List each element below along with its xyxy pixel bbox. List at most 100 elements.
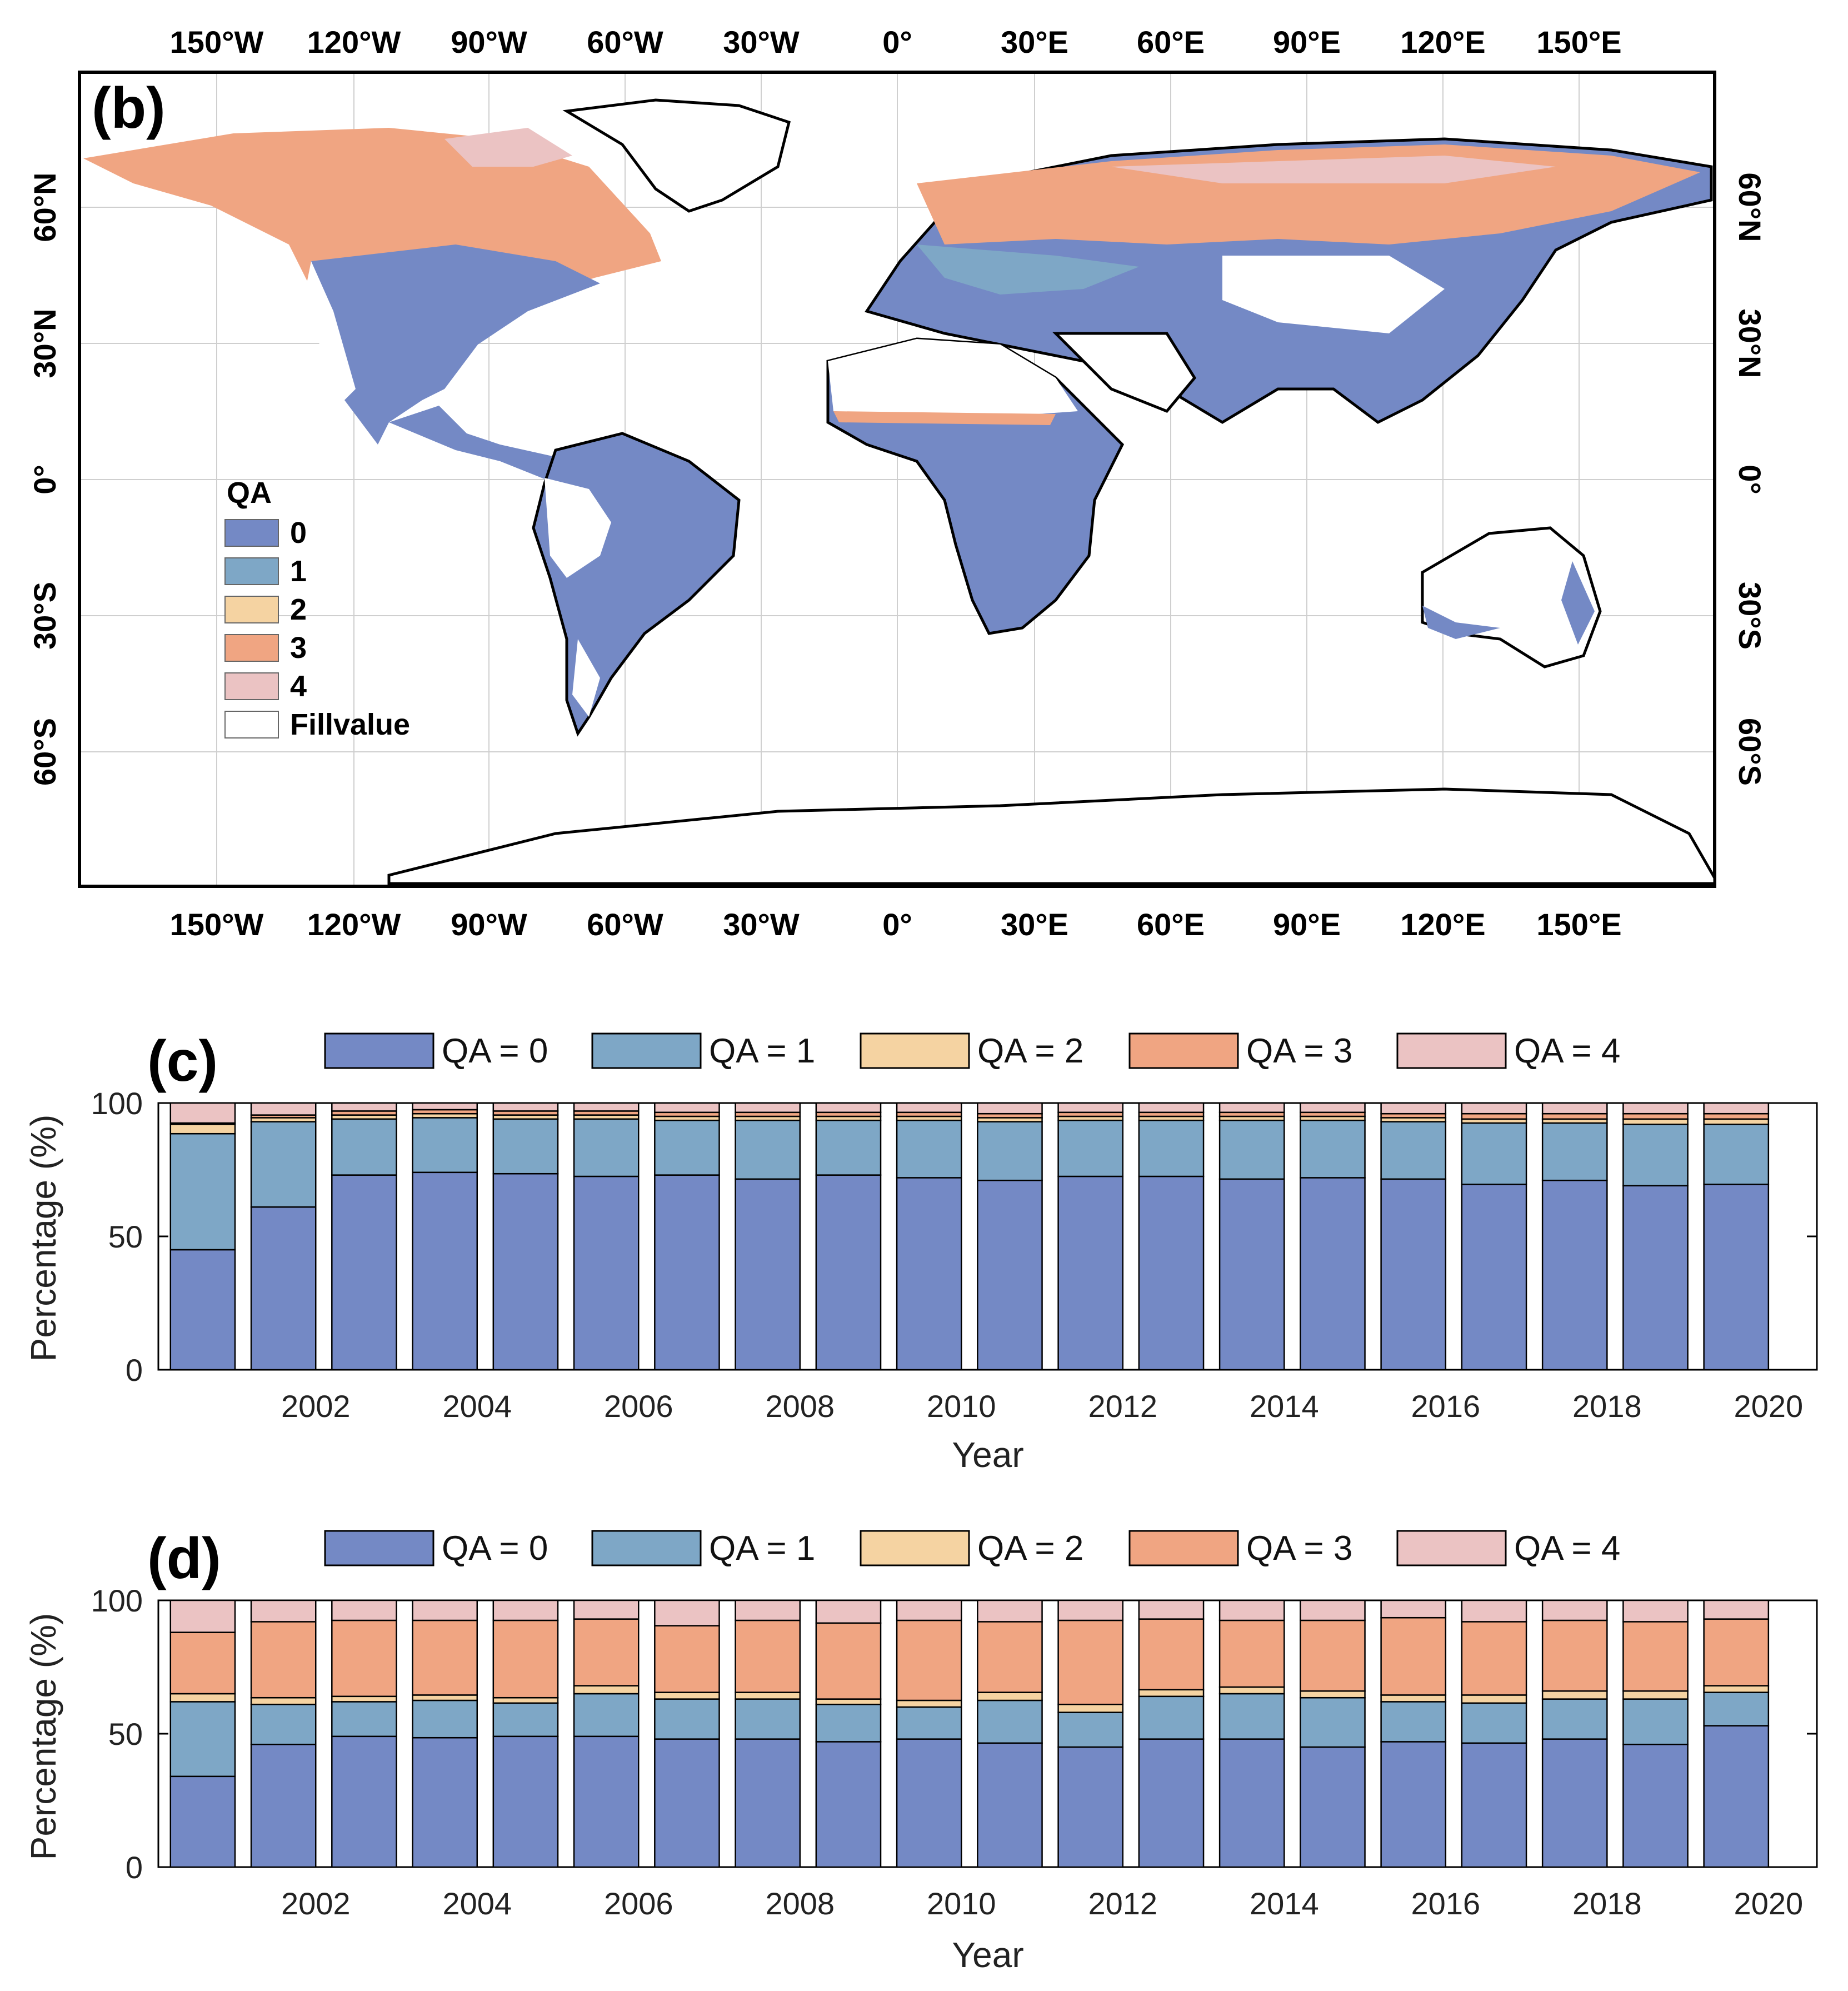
bar-2009-qa0 bbox=[815, 1174, 882, 1371]
bar-2020-qa3 bbox=[1703, 1112, 1770, 1120]
bar-2019-qa4 bbox=[1622, 1102, 1689, 1115]
x-tick-label: 2010 bbox=[927, 1389, 996, 1424]
chart-c-plot-area: 0 50 100 2002 2004 2006 2008 2010 2012 2014 2016 20… bbox=[91, 1086, 1818, 1424]
bar-2001-qa2 bbox=[169, 1693, 236, 1703]
bar-2014-qa1 bbox=[1218, 1693, 1285, 1740]
bar-2016-qa4 bbox=[1380, 1599, 1447, 1619]
bar-2010-qa0 bbox=[896, 1177, 962, 1371]
bar-2017-qa3 bbox=[1461, 1112, 1527, 1120]
chart-c-panel-label: (c) bbox=[147, 1029, 218, 1094]
bar-2018-qa4 bbox=[1541, 1599, 1608, 1621]
legend-swatch-qa3 bbox=[1128, 1032, 1239, 1069]
bar-2002-qa0 bbox=[250, 1743, 317, 1868]
x-tick-label: 2016 bbox=[1411, 1886, 1481, 1921]
lon-label-bottom: 90°W bbox=[451, 907, 527, 942]
lon-label-top: 120°W bbox=[307, 24, 401, 59]
bar-2020-qa4 bbox=[1703, 1599, 1770, 1620]
legend-swatch-qa0 bbox=[324, 1530, 434, 1566]
map-legend-swatch-3 bbox=[224, 634, 279, 662]
land-europe-asia bbox=[865, 137, 1713, 424]
x-tick-label: 2014 bbox=[1250, 1886, 1319, 1921]
lat-label-right: 60°S bbox=[1732, 718, 1767, 786]
bar-2011-qa3 bbox=[977, 1621, 1043, 1693]
bar-2014-qa0 bbox=[1218, 1738, 1285, 1868]
bar-2002-qa1 bbox=[250, 1703, 317, 1745]
bar-2015-qa3 bbox=[1300, 1619, 1366, 1692]
map-panel: 150°W 120°W 90°W 60°W 30°W 0° 30°E 60°E 90°E 120°… bbox=[27, 24, 1767, 942]
bar-2008-qa0 bbox=[735, 1178, 801, 1371]
bar-2012-qa3 bbox=[1057, 1619, 1124, 1705]
bar-2011-qa0 bbox=[977, 1742, 1043, 1868]
bar-2012-qa1 bbox=[1057, 1711, 1124, 1748]
x-tick-label: 2014 bbox=[1250, 1389, 1319, 1424]
bar-2009-qa1 bbox=[815, 1119, 882, 1176]
lat-label-left: 60°N bbox=[27, 172, 62, 242]
bar-2008-qa1 bbox=[735, 1698, 801, 1740]
lon-label-top: 30°E bbox=[1001, 24, 1068, 59]
bar-2020-qa1 bbox=[1703, 1124, 1770, 1185]
bar-2012-qa0 bbox=[1057, 1746, 1124, 1868]
bar-2010-qa1 bbox=[896, 1706, 962, 1740]
legend-label-qa3: QA = 3 bbox=[1246, 1529, 1352, 1568]
lon-label-top: 90°W bbox=[451, 24, 527, 59]
x-tick-label: 2012 bbox=[1088, 1886, 1158, 1921]
bar-2017-qa0 bbox=[1461, 1184, 1527, 1371]
bar-2015-qa2 bbox=[1300, 1690, 1366, 1699]
y-tick-label: 50 bbox=[108, 1219, 143, 1254]
bar-2014-qa1 bbox=[1218, 1119, 1285, 1180]
bar-2002-qa1 bbox=[250, 1121, 317, 1208]
land-greenland bbox=[562, 98, 791, 213]
lon-label-top: 30°W bbox=[723, 24, 800, 59]
x-tick-label: 2008 bbox=[765, 1886, 835, 1921]
bar-2006-qa4 bbox=[573, 1102, 640, 1112]
latitude-labels-left: 60°N 30°N 0° 30°S 60°S bbox=[27, 172, 62, 786]
map-legend-swatch-4 bbox=[224, 672, 279, 700]
bar-2007-qa2 bbox=[654, 1691, 720, 1700]
lon-label-bottom: 60°E bbox=[1137, 907, 1205, 942]
bar-2010-qa4 bbox=[896, 1102, 962, 1114]
bar-2004-qa2 bbox=[412, 1694, 478, 1701]
legend-label-qa1: QA = 1 bbox=[709, 1529, 815, 1568]
x-tick-label: 2018 bbox=[1572, 1389, 1642, 1424]
map-legend-label-4: 4 bbox=[290, 670, 307, 703]
lon-label-top: 150°W bbox=[170, 24, 264, 59]
y-tick-label: 50 bbox=[108, 1716, 143, 1752]
bar-2011-qa0 bbox=[977, 1179, 1043, 1371]
legend-label-qa1: QA = 1 bbox=[709, 1032, 815, 1070]
land-australia bbox=[1421, 526, 1602, 668]
bar-2005-qa4 bbox=[492, 1599, 559, 1621]
bar-2018-qa1 bbox=[1541, 1122, 1608, 1181]
map-legend-title: QA bbox=[227, 476, 272, 510]
bar-2010-qa1 bbox=[896, 1119, 962, 1179]
map-legend-swatch-1 bbox=[224, 557, 279, 585]
bar-2001-qa0 bbox=[169, 1775, 236, 1868]
bar-2007-qa4 bbox=[654, 1599, 720, 1626]
latitude-labels-right: 60°N 30°N 0° 30°S 60°S bbox=[1732, 172, 1767, 786]
bar-2016-qa2 bbox=[1380, 1694, 1447, 1703]
bar-2020-qa2 bbox=[1703, 1685, 1770, 1693]
bar-2016-qa4 bbox=[1380, 1102, 1447, 1115]
y-tick-label: 0 bbox=[126, 1353, 143, 1388]
x-tick-label: 2008 bbox=[765, 1389, 835, 1424]
legend-swatch-qa0 bbox=[324, 1032, 434, 1069]
bar-2001-qa0 bbox=[169, 1249, 236, 1371]
lon-label-bottom: 120°W bbox=[307, 907, 401, 942]
bar-2003-qa2 bbox=[331, 1695, 397, 1703]
bar-2001-qa3 bbox=[169, 1631, 236, 1695]
bar-2018-qa4 bbox=[1541, 1102, 1608, 1115]
bar-2005-qa0 bbox=[492, 1172, 559, 1371]
x-tick-label: 2018 bbox=[1572, 1886, 1642, 1921]
legend-label-qa3: QA = 3 bbox=[1246, 1032, 1352, 1070]
bar-2011-qa2 bbox=[977, 1691, 1043, 1701]
bar-2015-qa0 bbox=[1300, 1746, 1366, 1868]
longitude-labels-bottom: 150°W 120°W 90°W 60°W 30°W 0° 30°E 60°E 90°E 120°… bbox=[170, 907, 1622, 942]
bar-2005-qa2 bbox=[492, 1696, 559, 1704]
lon-label-top: 90°E bbox=[1273, 24, 1341, 59]
bar-2003-qa3 bbox=[331, 1619, 397, 1698]
bar-2014-qa0 bbox=[1218, 1178, 1285, 1371]
legend-label-qa0: QA = 0 bbox=[442, 1032, 548, 1070]
bar-2019-qa4 bbox=[1622, 1599, 1689, 1623]
bar-2016-qa1 bbox=[1380, 1121, 1447, 1180]
map-legend-label-1: 1 bbox=[290, 555, 307, 588]
